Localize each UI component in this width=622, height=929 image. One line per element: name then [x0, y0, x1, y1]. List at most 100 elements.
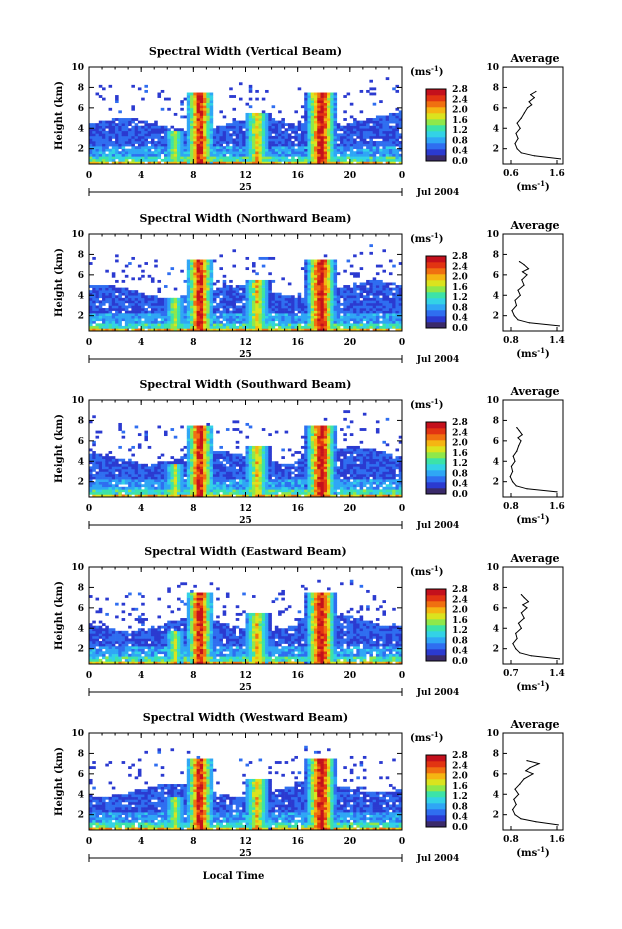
heatmap-cell	[209, 135, 214, 139]
heatmap-cell	[349, 318, 354, 322]
heatmap-cell	[242, 292, 246, 296]
heatmap-cell	[209, 125, 214, 129]
heatmap-cell	[128, 481, 132, 485]
heatmap-cell	[284, 156, 289, 160]
heatmap-cell	[167, 156, 171, 160]
heatmap-cell	[323, 315, 328, 319]
heatmap-cell	[252, 120, 256, 124]
heatmap-cell	[333, 125, 338, 129]
heatmap-cell	[366, 318, 370, 322]
heatmap-cell	[173, 313, 178, 316]
heatmap-cell	[92, 146, 96, 149]
profile-point	[518, 261, 521, 263]
heatmap-cell	[134, 308, 139, 311]
heatmap-cell	[327, 158, 331, 162]
heatmap-cell	[304, 272, 308, 276]
heatmap-cell	[255, 315, 259, 319]
heatmap-cell	[212, 282, 217, 286]
heatmap-cell	[252, 130, 256, 134]
heatmap-cell	[183, 466, 188, 470]
heatmap-cell	[134, 295, 139, 299]
heatmap-cell	[98, 481, 103, 485]
heatmap-cell	[206, 146, 210, 149]
heatmap-cell	[229, 158, 233, 162]
heatmap-cell	[320, 143, 325, 147]
heatmap-cell	[89, 325, 93, 329]
heatmap-cell	[193, 282, 197, 286]
heatmap-cell	[98, 325, 103, 329]
heatmap-cell	[128, 120, 132, 124]
heatmap-cell	[212, 451, 217, 454]
heatmap-cell	[134, 300, 139, 304]
heatmap-cell	[330, 158, 334, 162]
heatmap-cell	[265, 138, 269, 142]
heatmap-cell	[278, 318, 282, 322]
heatmap-cell	[395, 313, 400, 316]
heatmap-cell	[209, 425, 214, 429]
heatmap-cell	[369, 143, 373, 147]
heatmap-cell	[330, 123, 334, 127]
heatmap-cell	[323, 112, 328, 116]
heatmap-cell	[212, 325, 217, 329]
heatmap-cell	[180, 143, 184, 147]
heatmap-cell	[235, 138, 240, 142]
heatmap-cell	[163, 308, 168, 311]
heatmap-cell	[343, 138, 347, 142]
heatmap-cell	[356, 320, 360, 324]
heatmap-cell	[349, 305, 354, 309]
heatmap-cell	[108, 323, 113, 327]
heatmap-cell	[310, 128, 315, 132]
heatmap-cell	[317, 282, 321, 286]
heatmap-cell	[193, 128, 197, 132]
heatmap-cell	[190, 435, 194, 439]
heatmap-cell	[388, 305, 393, 309]
heatmap-cell	[300, 300, 305, 304]
heatmap-cell	[265, 115, 269, 119]
heatmap-cell	[115, 466, 119, 470]
heatmap-cell	[225, 428, 230, 431]
heatmap-cell	[108, 300, 113, 304]
heatmap-cell	[212, 463, 217, 467]
heatmap-cell	[180, 466, 184, 470]
heatmap-cell	[131, 468, 135, 472]
heatmap-cell	[199, 481, 204, 485]
heatmap-cell	[209, 476, 214, 480]
heatmap-cell	[242, 285, 246, 288]
heatmap-cell	[137, 433, 142, 437]
heatmap-cell	[248, 156, 253, 160]
heatmap-cell	[190, 440, 194, 444]
heatmap-cell	[121, 161, 126, 165]
heatmap-cell	[232, 420, 237, 424]
heatmap-cell	[369, 282, 373, 286]
heatmap-cell	[186, 161, 191, 165]
heatmap-cell	[102, 87, 106, 91]
heatmap-cell	[392, 125, 396, 129]
heatmap-cell	[248, 323, 253, 327]
heatmap-cell	[297, 308, 302, 311]
heatmap-cell	[317, 107, 321, 111]
heatmap-cell	[327, 282, 331, 286]
heatmap-cell	[398, 292, 403, 296]
heatmap-cell	[398, 285, 403, 288]
heatmap-cell	[92, 290, 96, 294]
heatmap-cell	[203, 133, 207, 137]
x-tick-label: 12	[239, 338, 252, 348]
heatmap-cell	[115, 300, 119, 304]
heatmap-cell	[385, 320, 390, 324]
heatmap-cell	[160, 479, 165, 482]
heatmap-cell	[131, 323, 135, 327]
heatmap-cell	[238, 461, 243, 465]
heatmap-cell	[137, 120, 142, 124]
heatmap-cell	[232, 486, 237, 490]
heatmap-cell	[108, 292, 113, 296]
heatmap-cell	[333, 285, 338, 288]
heatmap-cell	[190, 484, 194, 488]
heatmap-cell	[327, 269, 331, 273]
heatmap-cell	[190, 143, 194, 147]
heatmap-cell	[141, 466, 145, 470]
heatmap-cell	[225, 285, 230, 288]
heatmap-cell	[245, 481, 250, 485]
heatmap-cell	[340, 308, 344, 311]
heatmap-cell	[186, 484, 191, 488]
heatmap-cell	[163, 430, 168, 434]
